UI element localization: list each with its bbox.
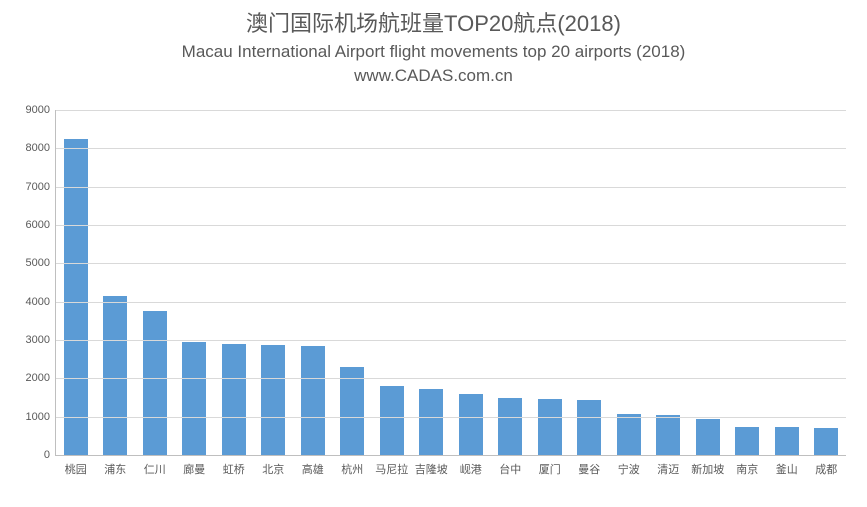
bar [301,346,325,455]
y-tick-label: 4000 [26,296,50,308]
x-tick-label: 釜山 [776,461,798,477]
bar [459,394,483,455]
gridline [56,225,846,226]
bar [577,400,601,455]
x-tick-label: 新加坡 [691,461,724,477]
gridline [56,187,846,188]
bar [380,386,404,455]
bar [103,296,127,455]
x-tick-label: 廊曼 [183,461,205,477]
bar [814,428,838,455]
bar [775,427,799,455]
gridline [56,302,846,303]
gridline [56,110,846,111]
x-tick-label: 吉隆坡 [415,461,448,477]
chart-title-sub: Macau International Airport flight movem… [0,41,867,63]
bar [617,414,641,455]
bar [538,399,562,455]
bar [498,398,522,456]
bars-group [56,110,846,455]
chart-titles: 澳门国际机场航班量TOP20航点(2018) Macau Internation… [0,10,867,87]
y-tick-label: 6000 [26,219,50,231]
y-tick-label: 0 [44,449,50,461]
bar [696,419,720,455]
x-tick-label: 仁川 [144,461,166,477]
gridline [56,378,846,379]
x-tick-label: 宁波 [618,461,640,477]
plot-area: 0100020003000400050006000700080009000桃园浦… [55,110,846,456]
gridline [56,417,846,418]
bar [143,311,167,455]
y-tick-label: 8000 [26,142,50,154]
x-tick-label: 台中 [499,461,521,477]
x-tick-label: 高雄 [302,461,324,477]
x-tick-label: 北京 [262,461,284,477]
gridline [56,148,846,149]
chart-title-url: www.CADAS.com.cn [0,65,867,87]
x-tick-label: 曼谷 [578,461,600,477]
bar [340,367,364,455]
gridline [56,340,846,341]
bar [182,342,206,455]
y-tick-label: 5000 [26,257,50,269]
x-tick-label: 杭州 [341,461,363,477]
x-tick-label: 浦东 [104,461,126,477]
bar [656,415,680,455]
x-tick-label: 虹桥 [223,461,245,477]
bar [222,344,246,455]
y-tick-label: 1000 [26,411,50,423]
bar [735,427,759,455]
chart-title-main: 澳门国际机场航班量TOP20航点(2018) [0,10,867,39]
x-tick-label: 岘港 [460,461,482,477]
chart-container: 澳门国际机场航班量TOP20航点(2018) Macau Internation… [0,0,867,507]
y-tick-label: 2000 [26,372,50,384]
x-tick-label: 厦门 [539,461,561,477]
y-tick-label: 7000 [26,181,50,193]
gridline [56,263,846,264]
bar [419,389,443,455]
x-tick-label: 成都 [815,461,837,477]
x-tick-label: 桃园 [65,461,87,477]
bar [261,345,285,455]
x-tick-label: 清迈 [657,461,679,477]
x-tick-label: 南京 [736,461,758,477]
x-tick-label: 马尼拉 [375,461,408,477]
y-tick-label: 3000 [26,334,50,346]
y-tick-label: 9000 [26,104,50,116]
